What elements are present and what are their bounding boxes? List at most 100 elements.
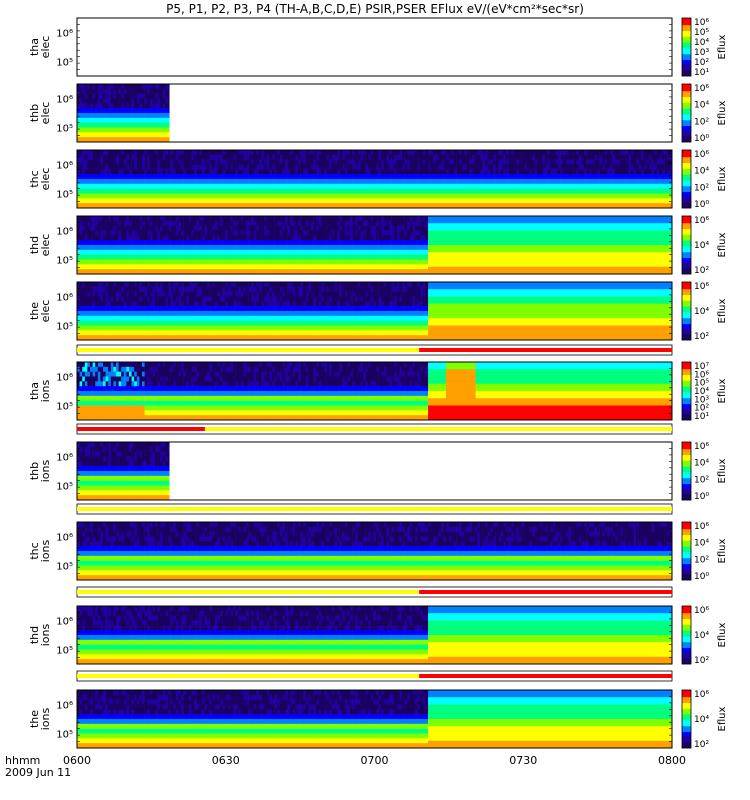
colorbar-tick-label: 10¹: [694, 412, 709, 422]
colorbar-label: Eflux: [717, 34, 728, 59]
y-tick-label: 10⁶: [56, 95, 73, 106]
energy-band: [428, 627, 672, 636]
energy-band: [428, 733, 672, 742]
energy-band: [428, 635, 672, 643]
energy-band: [428, 613, 672, 621]
colorbar: 10⁶ 10⁴ 10² Eflux: [681, 281, 728, 342]
colorbar-label: Eflux: [717, 538, 728, 563]
colorbar-tick-label: 10²: [694, 117, 709, 127]
colorbar-tick-label: 10²: [694, 475, 709, 485]
colorbar-tick-label: 10⁶: [694, 216, 709, 226]
mode-bar-segment-red: [419, 590, 673, 594]
energy-band: [428, 252, 672, 260]
colorbar-tick-label: 10⁶: [694, 606, 709, 616]
y-tick-label: 10⁵: [56, 730, 73, 741]
colorbar-label: Eflux: [717, 622, 728, 647]
panel-frame: [76, 441, 673, 501]
colorbar-label: Eflux: [717, 298, 728, 323]
x-tick-label: 0730: [509, 754, 537, 767]
y-tick-label: 10⁶: [56, 533, 73, 544]
colorbar-tick-label: 10²: [694, 266, 709, 276]
x-axis-label-date: 2009 Jun 11: [5, 766, 71, 779]
mode-bar-segment-red: [77, 427, 205, 431]
energy-band: [428, 656, 672, 665]
mode-bar: [76, 344, 673, 356]
colorbar-label: Eflux: [717, 232, 728, 257]
colorbar-label: Eflux: [717, 378, 728, 403]
energy-band: [428, 405, 672, 414]
energy-band: [428, 237, 672, 246]
x-tick-label: 0630: [212, 754, 240, 767]
energy-band: [428, 223, 672, 231]
panel-species-label: ions: [39, 459, 52, 482]
panel-species-label: ions: [39, 539, 52, 562]
x-axis-label-hhmm: hhmm: [5, 754, 40, 767]
colorbar-label: Eflux: [717, 458, 728, 483]
colorbar-tick-label: 10⁶: [694, 84, 709, 94]
y-tick-label: 10⁵: [56, 402, 73, 413]
panel-background: [77, 442, 672, 500]
y-tick-label: 10⁵: [56, 256, 73, 267]
y-tick-label: 10⁶: [56, 617, 73, 628]
colorbar-tick-label: 10⁴: [694, 307, 709, 317]
energy-band: [428, 289, 672, 297]
colorbar-tick-label: 10³: [694, 395, 709, 405]
mode-bar-segment-yellow: [77, 507, 672, 511]
panel-frame: [76, 215, 673, 275]
colorbar-tick-label: 10³: [694, 48, 709, 58]
panel-species-label: ions: [39, 623, 52, 646]
panel-background: [77, 18, 672, 76]
energy-band: [428, 391, 672, 399]
colorbar-tick-label: 10⁴: [694, 101, 709, 111]
panel-probe-label: thd: [28, 626, 41, 644]
panel-species-label: ions: [39, 379, 52, 402]
energy-band: [428, 690, 672, 698]
energy-band: [428, 318, 672, 326]
colorbar-tick-label: 10⁶: [694, 370, 709, 380]
x-tick-label: 0800: [658, 754, 686, 767]
y-tick-label: 10⁶: [56, 227, 73, 238]
x-axis: 0600 0630 0700 0730 0800: [63, 754, 686, 767]
energy-band: [428, 296, 672, 305]
colorbar-tick-label: 10⁴: [694, 241, 709, 251]
panel-species-label: elec: [39, 300, 52, 323]
colorbar-tick-label: 10²: [694, 740, 709, 750]
y-tick-label: 10⁶: [56, 701, 73, 712]
panel-frame: [76, 689, 673, 749]
panel-species-label: elec: [39, 102, 52, 125]
colorbar-tick-label: 10⁶: [694, 150, 709, 160]
mode-bar-segment-red: [419, 674, 673, 678]
colorbar: 10⁶ 10⁴ 10² Eflux: [681, 689, 728, 750]
y-tick-label: 10⁶: [56, 29, 73, 40]
panel-frame: [76, 521, 673, 581]
y-tick-label: 10⁵: [56, 646, 73, 657]
energy-band: [428, 398, 672, 406]
energy-band: [428, 311, 672, 319]
panel-probe-label: the: [28, 710, 41, 728]
colorbar: 10⁶ 10⁴ 10² Eflux: [681, 605, 728, 666]
mode-bar: [76, 503, 673, 515]
colorbar-tick-label: 10⁰: [694, 572, 709, 582]
energy-band: [428, 332, 672, 341]
chart-title: P5, P1, P2, P3, P4 (TH-A,B,C,D,E) PSIR,P…: [166, 2, 584, 16]
energy-band: [428, 245, 672, 253]
energy-band: [428, 642, 672, 650]
energy-band: [428, 325, 672, 334]
y-tick-label: 10⁶: [56, 161, 73, 172]
colorbar-tick-label: 10⁰: [694, 134, 709, 144]
panel-probe-label: thc: [28, 542, 41, 559]
panels-group: 10⁶10⁵thaelec10⁶10⁵10⁴10³10²10¹Eflux10⁶1…: [28, 17, 728, 750]
colorbar-tick-label: 10⁵: [694, 379, 709, 389]
y-tick-label: 10⁵: [56, 124, 73, 135]
x-tick-label: 0600: [63, 754, 91, 767]
colorbar-tick-label: 10⁶: [694, 442, 709, 452]
panel-probe-label: thd: [28, 236, 41, 254]
